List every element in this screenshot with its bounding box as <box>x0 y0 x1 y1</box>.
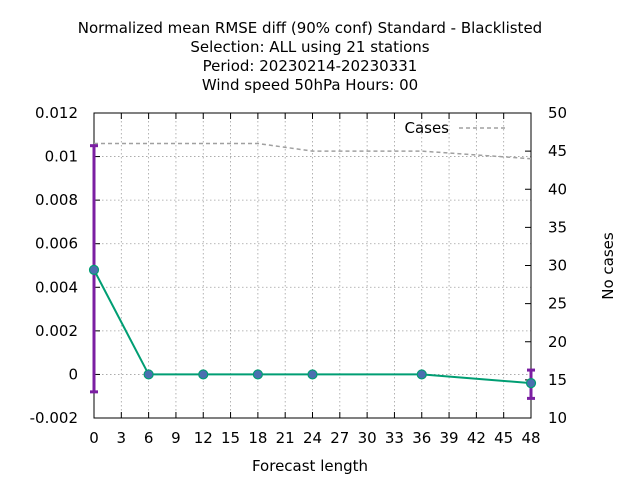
x-tick-label: 30 <box>358 429 377 447</box>
y-tick-label: 0.012 <box>35 104 78 122</box>
y2-tick-label: 50 <box>548 104 567 122</box>
y-tick-label: 0 <box>68 365 78 383</box>
chart-title: Normalized mean RMSE diff (90% conf) Sta… <box>78 19 542 94</box>
x-tick-label: 33 <box>385 429 404 447</box>
x-tick-label: 6 <box>144 429 154 447</box>
error-bars <box>90 144 535 400</box>
y-tick-label: 0.008 <box>35 191 78 209</box>
title-line: Wind speed 50hPa Hours: 00 <box>202 76 418 94</box>
x-tick-label: 36 <box>412 429 431 447</box>
y2-tick-label: 30 <box>548 257 567 275</box>
legend-label-cases: Cases <box>404 119 449 137</box>
data-point <box>198 369 209 380</box>
data-point <box>416 369 427 380</box>
title-line: Normalized mean RMSE diff (90% conf) Sta… <box>78 19 542 37</box>
x-tick-label: 15 <box>221 429 240 447</box>
legend: Cases <box>404 119 506 137</box>
cases-line <box>94 142 532 160</box>
x-tick-label: 39 <box>440 429 459 447</box>
y2-tick-label: 20 <box>548 333 567 351</box>
x-tick-label: 45 <box>494 429 513 447</box>
data-point <box>525 378 537 389</box>
title-line: Period: 20230214-20230331 <box>203 57 418 75</box>
x-tick-label: 24 <box>303 429 322 447</box>
data-point <box>307 369 318 380</box>
x-tick-label: 3 <box>117 429 127 447</box>
x-axis-label: Forecast length <box>252 457 368 475</box>
data-point <box>252 369 263 380</box>
x-tick-label: 12 <box>194 429 213 447</box>
y2-axis-ticks: 10 15 20 25 30 35 40 45 50 <box>525 104 567 427</box>
y2-axis-label: No cases <box>599 232 617 300</box>
y-tick-label: 0.006 <box>35 235 78 253</box>
title-line: Selection: ALL using 21 stations <box>190 38 429 56</box>
y-tick-label: 0.01 <box>45 148 78 166</box>
x-tick-label: 48 <box>521 429 540 447</box>
x-tick-label: 42 <box>467 429 486 447</box>
y2-tick-label: 15 <box>548 371 567 389</box>
y2-tick-label: 25 <box>548 295 567 313</box>
data-series <box>88 264 537 389</box>
y2-tick-label: 40 <box>548 180 567 198</box>
x-tick-label: 9 <box>171 429 181 447</box>
x-tick-label: 0 <box>89 429 99 447</box>
data-point <box>143 369 154 380</box>
y-tick-label: 0.004 <box>35 278 78 296</box>
x-tick-label: 18 <box>248 429 267 447</box>
y-tick-label: -0.002 <box>30 409 78 427</box>
y2-tick-label: 35 <box>548 218 567 236</box>
y-tick-label: 0.002 <box>35 322 78 340</box>
y-axis-ticks: -0.002 0 0.002 0.004 0.006 0.008 0.01 0.012 <box>30 104 100 427</box>
x-axis-ticks: 0 3 6 9 12 15 18 21 24 27 30 33 36 39 42 45 48 <box>89 113 541 447</box>
data-point <box>88 264 100 275</box>
y2-tick-label: 10 <box>548 409 567 427</box>
cases-series <box>94 142 532 160</box>
x-tick-label: 21 <box>276 429 295 447</box>
y2-tick-label: 45 <box>548 142 567 160</box>
x-tick-label: 27 <box>330 429 349 447</box>
